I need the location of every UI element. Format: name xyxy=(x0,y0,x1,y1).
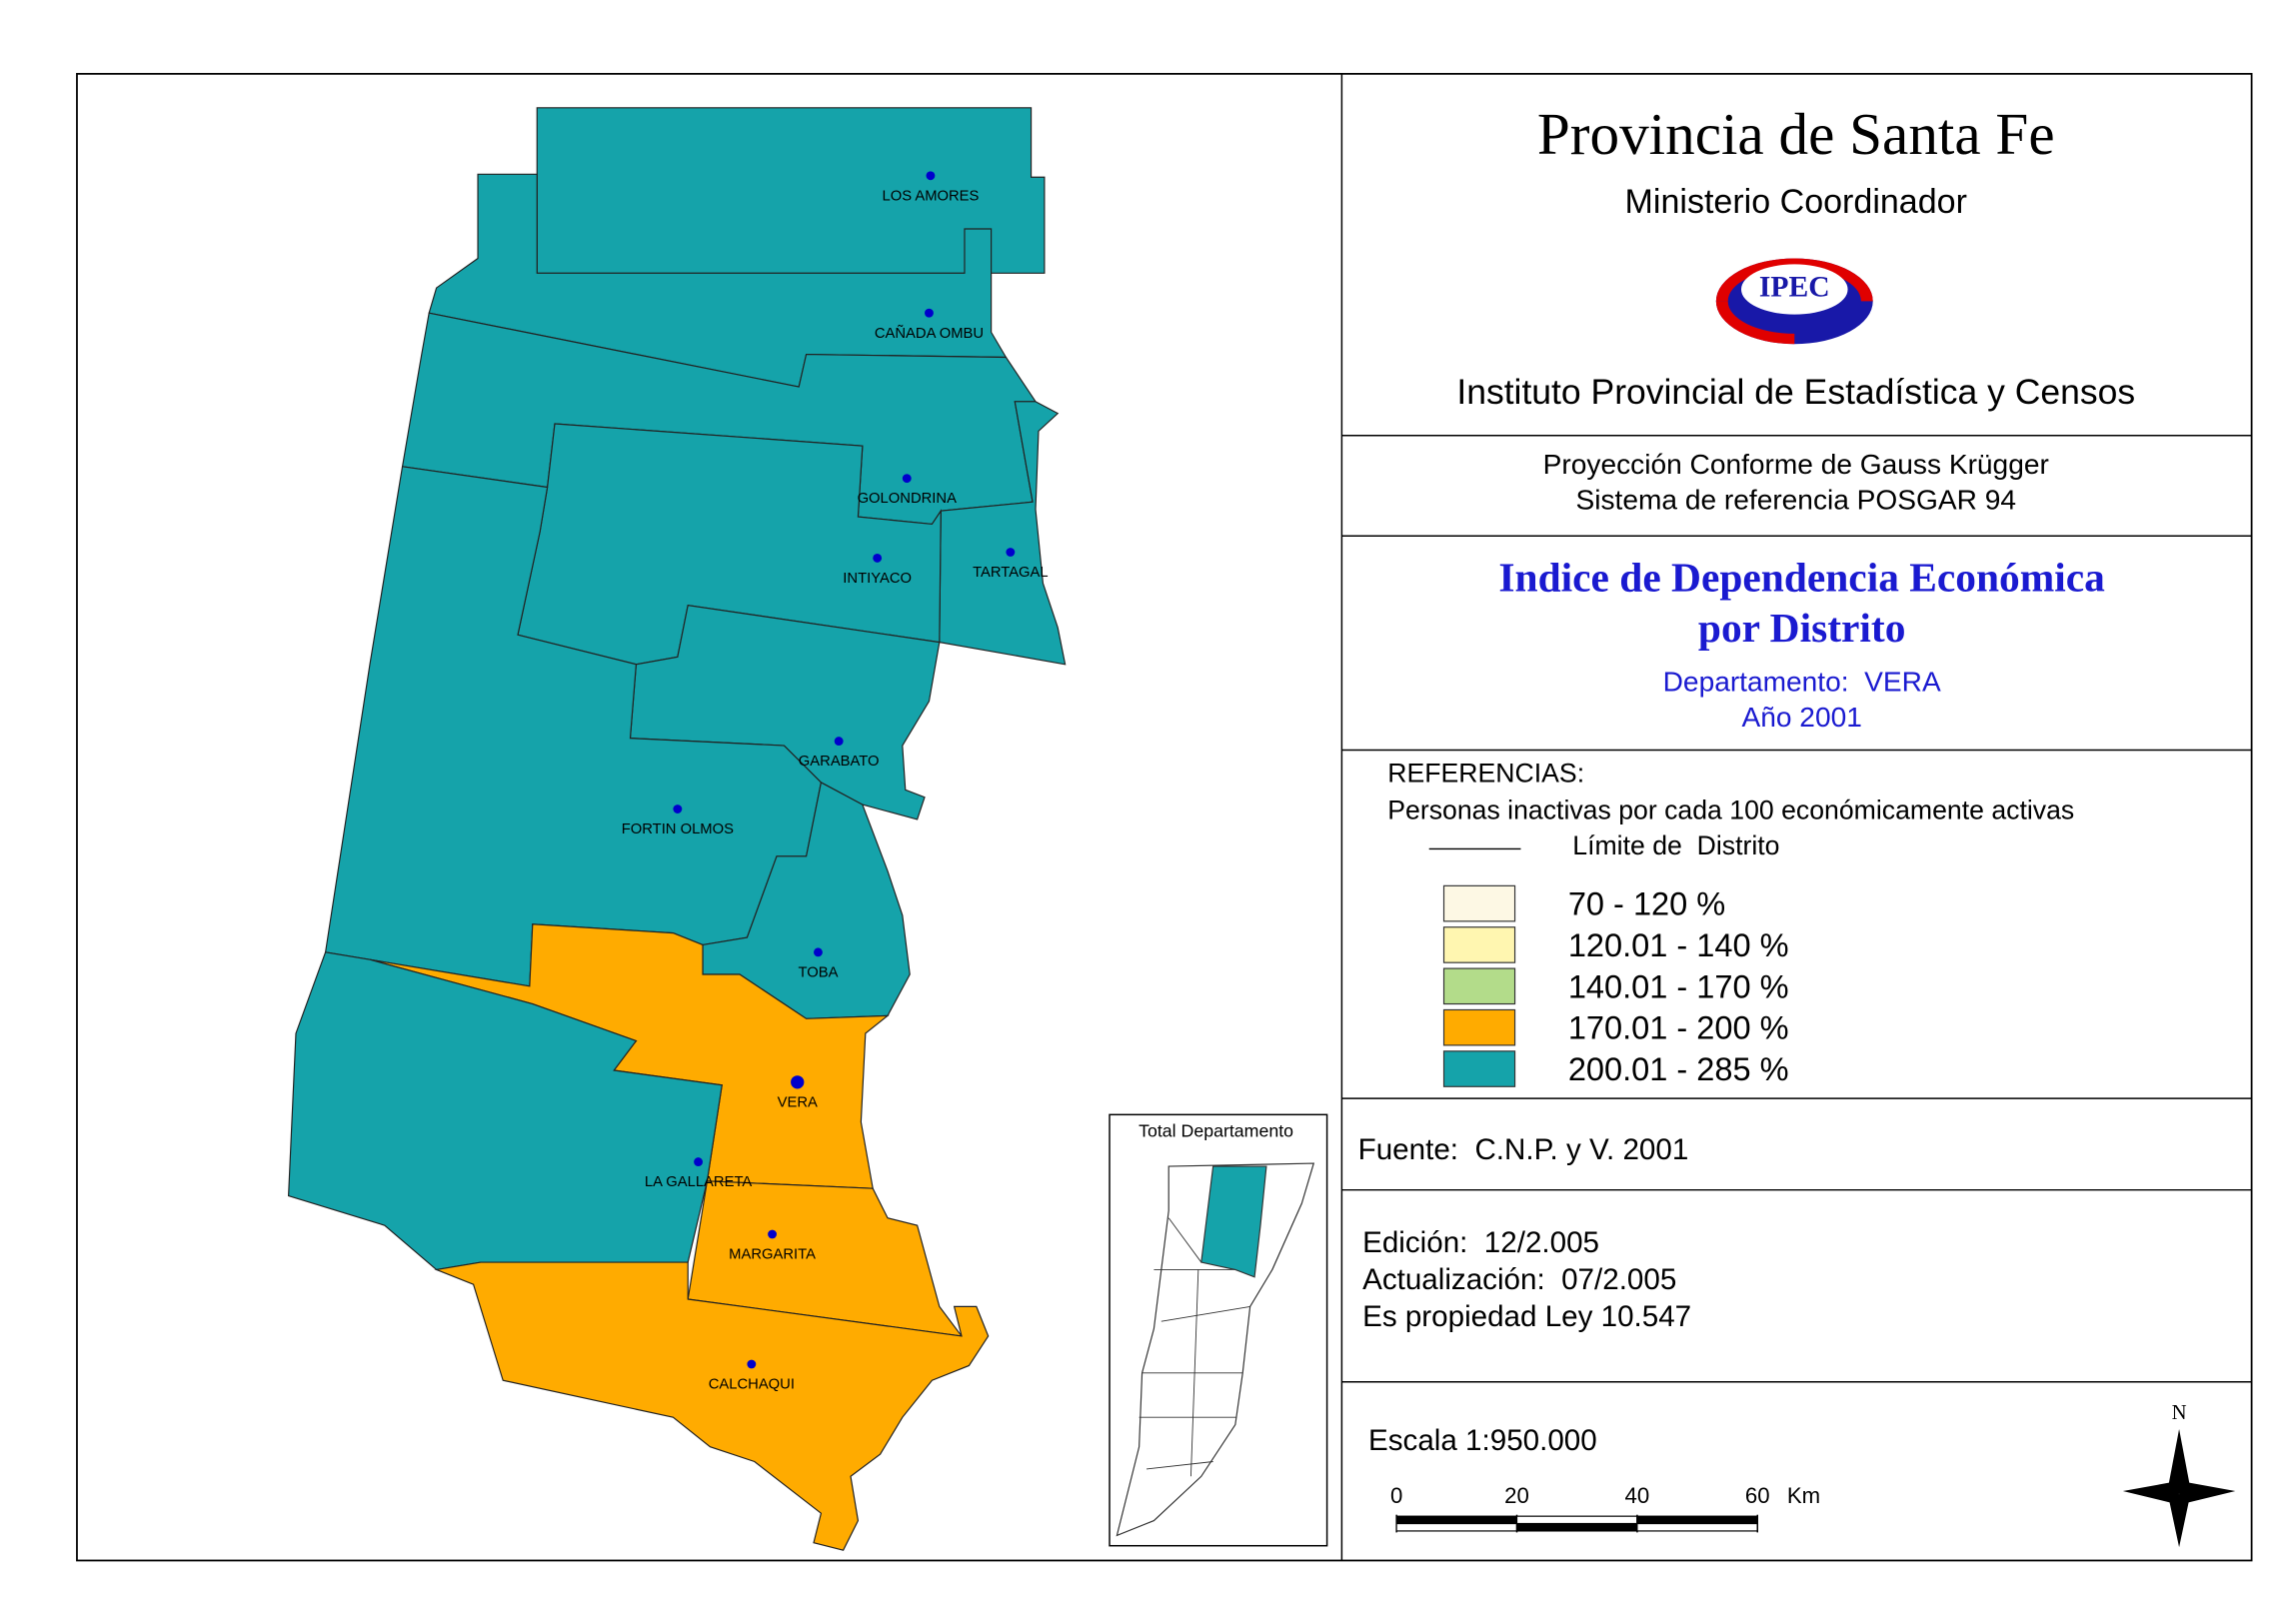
edition: Edición: 12/2.005 xyxy=(1362,1226,1599,1259)
district xyxy=(939,401,1067,666)
logo-arc xyxy=(1715,301,1795,345)
compass-point xyxy=(2179,1482,2236,1503)
district-label: INTIYACO xyxy=(843,571,912,587)
district-label: LOS AMORES xyxy=(882,188,979,204)
map-title: por Distrito xyxy=(1698,605,1906,651)
legend-title: REFERENCIAS: xyxy=(1387,759,1584,789)
district-point xyxy=(768,1229,778,1239)
legend-swatch xyxy=(1442,926,1516,963)
north-label: N xyxy=(2172,1402,2187,1424)
logo-arc xyxy=(1715,258,1873,302)
district xyxy=(287,951,723,1271)
scale-segment xyxy=(1515,1522,1638,1532)
legend-swatch xyxy=(1442,967,1516,1005)
inset-title: Total Departamento xyxy=(1139,1121,1293,1141)
legend-swatch xyxy=(1442,884,1516,922)
district-layer xyxy=(287,107,1067,1551)
district-point xyxy=(873,553,883,563)
district-point xyxy=(814,947,823,957)
inset-department xyxy=(1200,1165,1267,1278)
legend-label: 120.01 - 140 % xyxy=(1568,927,1789,963)
district-label: CALCHAQUI xyxy=(709,1377,795,1393)
district-point xyxy=(1006,548,1016,557)
district-point xyxy=(747,1359,757,1369)
legend-subtitle: Personas inactivas por cada 100 económic… xyxy=(1387,796,2074,825)
district-point xyxy=(834,737,844,747)
logo-text: IPEC xyxy=(1759,271,1830,303)
district-label: TOBA xyxy=(798,964,838,980)
district-label: VERA xyxy=(778,1094,818,1110)
compass-point xyxy=(2168,1429,2190,1494)
north-arrow: N xyxy=(2122,1402,2236,1548)
legend-label: 70 - 120 % xyxy=(1568,886,1725,922)
district-point xyxy=(673,805,683,813)
scale-unit: Km xyxy=(1787,1483,1820,1508)
edition: Actualización: 07/2.005 xyxy=(1362,1263,1676,1296)
compass-point xyxy=(2168,1494,2190,1548)
legend-label: 140.01 - 170 % xyxy=(1568,968,1789,1004)
map-title: Indice de Dependencia Económica xyxy=(1498,555,2105,601)
scale-tick-label: 60 xyxy=(1745,1483,1770,1508)
district-label: GOLONDRINA xyxy=(858,491,958,507)
district-label: LA GALLARETA xyxy=(645,1174,752,1190)
district-label: TARTAGAL xyxy=(973,565,1049,581)
scale-bar: 0 20 40 60 Km xyxy=(1390,1483,1820,1533)
district-label: GARABATO xyxy=(799,754,880,770)
inset-boundaries xyxy=(1139,1202,1302,1477)
scale-tick-label: 20 xyxy=(1504,1483,1529,1508)
district-point xyxy=(902,474,912,484)
projection: Sistema de referencia POSGAR 94 xyxy=(1575,485,2016,516)
legend-label: 170.01 - 200 % xyxy=(1568,1010,1789,1046)
district xyxy=(434,1261,990,1551)
scale-tick-label: 40 xyxy=(1625,1483,1650,1508)
district-points: LOS AMORES CAÑADA OMBU GOLONDRINA TARTAGAL I… xyxy=(622,171,1049,1393)
department: Departamento: VERA xyxy=(1663,666,1941,697)
district-point xyxy=(694,1157,704,1167)
legend-label: 200.01 - 285 % xyxy=(1568,1051,1789,1087)
source: Fuente: C.N.P. y V. 2001 xyxy=(1358,1133,1689,1166)
legend-swatch xyxy=(1442,1008,1516,1046)
district-label: FORTIN OLMOS xyxy=(622,821,734,837)
projection: Proyección Conforme de Gauss Krügger xyxy=(1543,449,2049,480)
scale-segment xyxy=(1636,1515,1758,1525)
institute: Instituto Provincial de Estadística y Ce… xyxy=(1456,372,2135,412)
legend-swatch xyxy=(1442,1050,1516,1087)
district xyxy=(428,173,1008,388)
title: Provincia de Santa Fe xyxy=(1537,101,2055,167)
district-point xyxy=(925,308,934,318)
scale-segment xyxy=(1515,1515,1638,1525)
district-label: MARGARITA xyxy=(729,1247,816,1263)
inset: Total Departamento xyxy=(1109,1113,1328,1547)
ministry: Ministerio Coordinador xyxy=(1625,183,1967,221)
district-point xyxy=(791,1075,805,1089)
scale-segment xyxy=(1395,1515,1518,1525)
district-label: CAÑADA OMBU xyxy=(875,325,984,342)
scale-tick-label: 0 xyxy=(1390,1483,1402,1508)
compass-point xyxy=(2122,1482,2180,1503)
logo: IPEC xyxy=(1715,258,1873,345)
legend: 70 - 120 % 120.01 - 140 % 140.01 - 170 % 17… xyxy=(1442,884,1789,1087)
legend-boundary: Límite de Distrito xyxy=(1572,830,1779,860)
scale-segment xyxy=(1636,1522,1758,1532)
year: Año 2001 xyxy=(1741,702,1861,733)
edition: Es propiedad Ley 10.547 xyxy=(1362,1300,1691,1333)
scale-label: Escala 1:950.000 xyxy=(1368,1424,1597,1457)
logo-inner xyxy=(1740,264,1848,315)
scale-segment xyxy=(1395,1522,1518,1532)
district-point xyxy=(926,171,936,181)
